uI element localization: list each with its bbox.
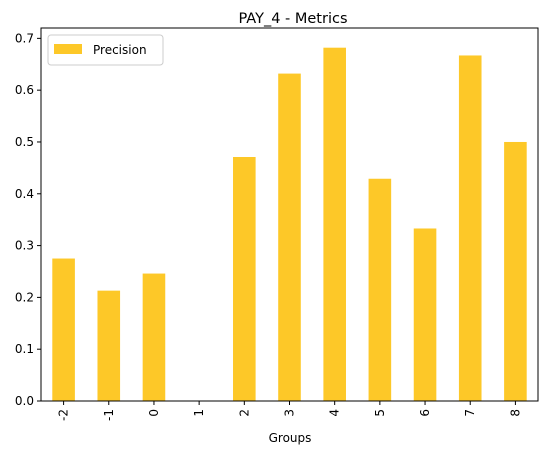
x-tick-label: 7 xyxy=(463,409,477,417)
y-axis-ticks: 0.0 0.1 0.2 0.3 0.4 0.5 0.6 0.7 xyxy=(15,31,41,408)
x-tick-label: 5 xyxy=(373,409,387,417)
y-tick-label: 0.6 xyxy=(15,83,34,97)
bar-6 xyxy=(413,228,437,401)
x-tick-label: 3 xyxy=(283,409,297,417)
y-tick-label: 0.7 xyxy=(15,31,34,45)
x-tick-label: 2 xyxy=(237,409,251,417)
bar-5 xyxy=(368,178,392,401)
legend-box xyxy=(47,34,164,66)
y-tick-label: 0.0 xyxy=(15,394,34,408)
bar-3 xyxy=(278,73,301,401)
plot-frame xyxy=(40,27,539,402)
y-tick-label: 0.1 xyxy=(15,342,34,356)
x-axis-label: Groups xyxy=(269,431,312,445)
bar--1 xyxy=(97,290,121,401)
chart-title: PAY_4 - Metrics xyxy=(238,11,347,27)
bar-2 xyxy=(233,157,256,401)
x-tick-label: 1 xyxy=(192,409,206,417)
x-tick-label: 6 xyxy=(418,409,432,417)
y-tick-label: 0.3 xyxy=(15,239,34,253)
x-tick-label: 0 xyxy=(147,409,161,417)
bar--2 xyxy=(52,258,75,401)
bar-7 xyxy=(458,55,482,402)
y-tick-label: 0.5 xyxy=(15,135,34,149)
bars-group xyxy=(52,47,527,402)
x-axis-ticks: -2 -1 0 1 2 3 4 5 6 7 8 xyxy=(57,401,522,421)
x-tick-label: -2 xyxy=(57,409,71,421)
bar-8 xyxy=(504,141,527,401)
legend-label-precision: Precision xyxy=(93,43,147,57)
y-tick-label: 0.4 xyxy=(15,187,34,201)
x-tick-label: 8 xyxy=(508,409,522,417)
legend-swatch-precision xyxy=(54,44,82,54)
bar-0 xyxy=(142,273,166,401)
bar-4 xyxy=(323,47,346,401)
x-tick-label: -1 xyxy=(102,409,116,421)
y-tick-label: 0.2 xyxy=(15,290,34,304)
x-tick-label: 4 xyxy=(328,409,342,417)
legend: Precision xyxy=(47,34,164,66)
